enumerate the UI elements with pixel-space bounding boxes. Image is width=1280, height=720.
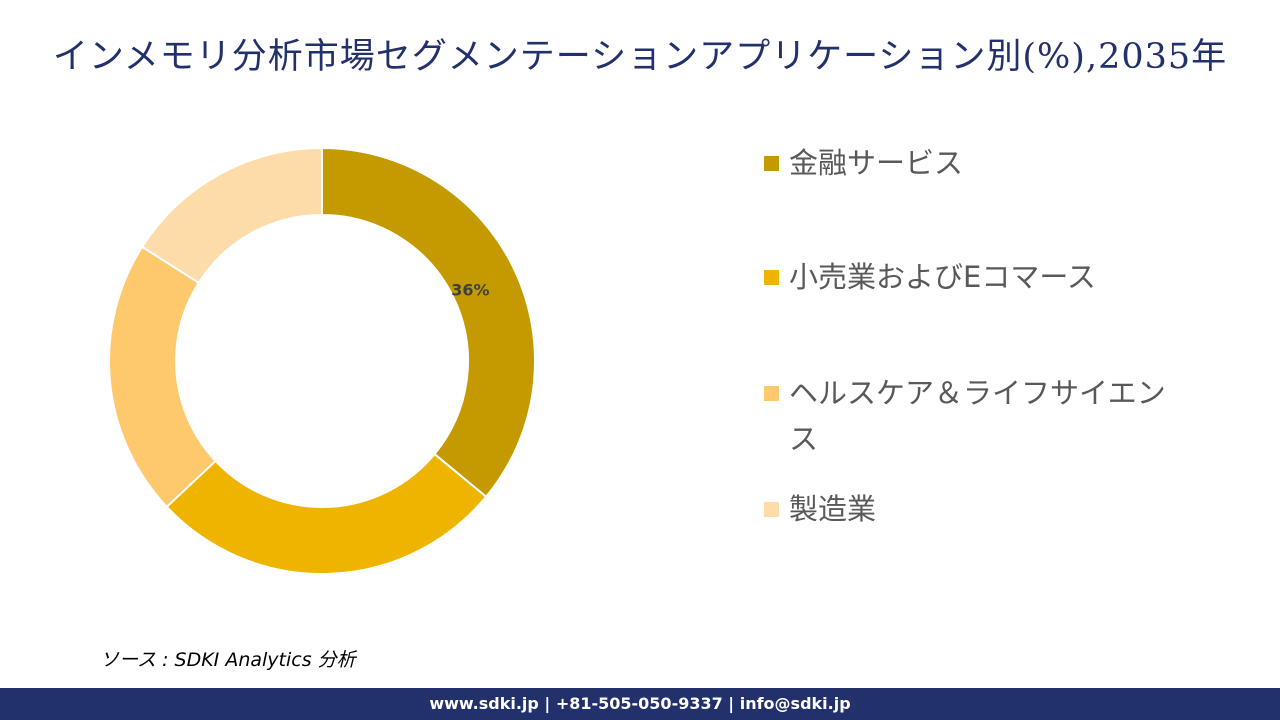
legend-label: 小売業およびEコマース	[789, 260, 1096, 294]
legend-label: 金融サービス	[789, 146, 964, 180]
legend-swatch	[764, 270, 779, 285]
source-note: ソース : SDKI Analytics 分析	[100, 649, 356, 671]
footer-bar: www.sdki.jp | +81-505-050-9337 | info@sd…	[0, 688, 1280, 720]
footer-contact: www.sdki.jp | +81-505-050-9337 | info@sd…	[429, 694, 851, 713]
legend-label: ヘルスケア＆ライフサイエンス	[789, 376, 1166, 456]
legend-swatch	[764, 156, 779, 171]
donut-chart: 36%	[108, 146, 536, 575]
legend-swatch	[764, 502, 779, 517]
donut-slice	[108, 245, 217, 509]
chart-title: インメモリ分析市場セグメンテーションアプリケーション別(%),2035年	[52, 37, 1228, 77]
donut-slice	[321, 146, 536, 499]
donut-slice	[165, 452, 488, 575]
data-label: 36%	[451, 281, 489, 300]
donut-slice	[140, 146, 323, 285]
legend-label: 製造業	[789, 492, 877, 526]
legend-swatch	[764, 386, 779, 401]
